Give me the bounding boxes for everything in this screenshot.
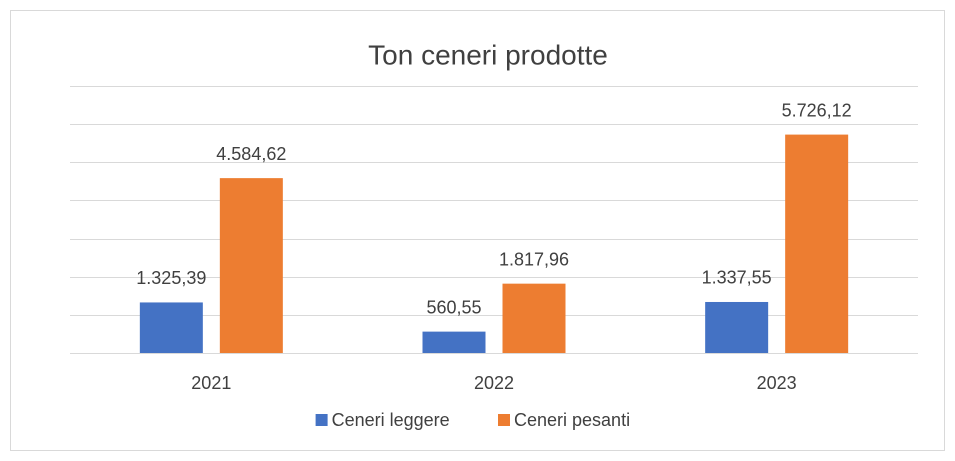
x-tick-label: 2022 bbox=[474, 373, 514, 393]
x-tick-label: 2023 bbox=[757, 373, 797, 393]
data-label: 1.325,39 bbox=[136, 268, 206, 288]
bar bbox=[422, 331, 486, 353]
data-label: 1.817,96 bbox=[499, 249, 569, 269]
bar bbox=[219, 178, 283, 353]
bar bbox=[502, 283, 566, 353]
legend-swatch bbox=[498, 414, 510, 426]
data-label: 4.584,62 bbox=[216, 144, 286, 164]
legend-label: Ceneri leggere bbox=[332, 410, 450, 430]
bar bbox=[785, 134, 849, 353]
data-label: 560,55 bbox=[426, 297, 481, 317]
x-tick-label: 2021 bbox=[191, 373, 231, 393]
data-label: 5.726,12 bbox=[782, 100, 852, 120]
bar bbox=[705, 301, 769, 353]
legend-label: Ceneri pesanti bbox=[514, 410, 630, 430]
data-label: 1.337,55 bbox=[702, 268, 772, 288]
bar bbox=[139, 302, 203, 353]
legend-swatch bbox=[315, 414, 328, 426]
chart-title: Ton ceneri prodotte bbox=[368, 39, 608, 70]
